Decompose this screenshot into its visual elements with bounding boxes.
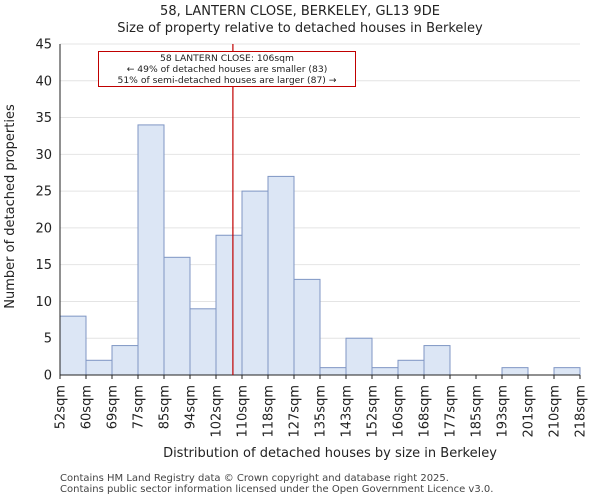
chart-title: 58, LANTERN CLOSE, BERKELEY, GL13 9DE [160, 4, 440, 19]
x-tick-label: 201sqm [522, 385, 537, 438]
histogram-bar [345, 337, 373, 376]
y-tick-label: 10 [35, 295, 52, 310]
histogram-bar [293, 278, 321, 376]
histogram-bar [215, 234, 243, 376]
x-axis-title: Distribution of detached houses by size … [163, 446, 497, 461]
x-tick-label: 143sqm [340, 385, 355, 438]
x-tick-label: 94sqm [184, 385, 199, 429]
x-tick-label: 77sqm [132, 385, 147, 429]
annotation-line-3: 51% of semi-detached houses are larger (… [117, 75, 337, 86]
chart-subtitle: Size of property relative to detached ho… [117, 21, 483, 36]
x-tick-label: 168sqm [418, 385, 433, 438]
histogram-bar [397, 359, 425, 376]
y-tick-label: 5 [44, 332, 52, 347]
y-tick-label: 40 [35, 74, 52, 89]
annotation-line-1: 58 LANTERN CLOSE: 106sqm [160, 53, 294, 64]
x-tick-label: 185sqm [470, 385, 485, 438]
x-tick-label: 85sqm [158, 385, 173, 429]
y-tick-label: 35 [35, 111, 52, 126]
histogram-bar [59, 315, 87, 376]
histogram-bar [137, 124, 165, 376]
x-tick-label: 160sqm [392, 385, 407, 438]
histogram-bar [267, 175, 295, 376]
x-tick-label: 60sqm [80, 385, 95, 429]
histogram-bar [501, 367, 529, 376]
y-tick-label: 0 [44, 369, 52, 384]
x-tick-label: 193sqm [496, 385, 511, 438]
histogram-bar [111, 345, 139, 376]
x-tick-label: 127sqm [288, 385, 303, 438]
x-tick-label: 52sqm [54, 385, 69, 429]
y-tick-label: 15 [35, 258, 52, 273]
x-tick-label: 177sqm [444, 385, 459, 438]
histogram-bar [189, 308, 217, 376]
x-tick-label: 218sqm [574, 385, 589, 438]
y-tick-label: 30 [35, 148, 52, 163]
x-tick-label: 69sqm [106, 385, 121, 429]
histogram-bar [163, 256, 191, 376]
x-tick-label: 102sqm [210, 385, 225, 438]
annotation-line-2: ← 49% of detached houses are smaller (83… [126, 64, 328, 75]
histogram-bar [85, 359, 113, 376]
footer-copyright: Contains HM Land Registry data © Crown c… [60, 473, 449, 484]
histogram-bar [319, 367, 347, 376]
x-tick-label: 135sqm [314, 385, 329, 438]
x-tick-label: 152sqm [366, 385, 381, 438]
y-tick-label: 25 [35, 185, 52, 200]
x-tick-label: 118sqm [262, 385, 277, 438]
histogram-bar [371, 367, 399, 376]
histogram-bar [553, 367, 581, 376]
x-tick-label: 210sqm [548, 385, 563, 438]
y-axis-title: Number of detached properties [3, 104, 18, 309]
x-tick-label: 110sqm [236, 385, 251, 438]
y-tick-label: 45 [35, 38, 52, 53]
footer-licence: Contains public sector information licen… [60, 484, 494, 495]
histogram-bar [241, 190, 269, 376]
histogram-bar [423, 345, 451, 376]
property-annotation-box: 58 LANTERN CLOSE: 106sqm ← 49% of detach… [98, 51, 356, 87]
y-tick-label: 20 [35, 221, 52, 236]
